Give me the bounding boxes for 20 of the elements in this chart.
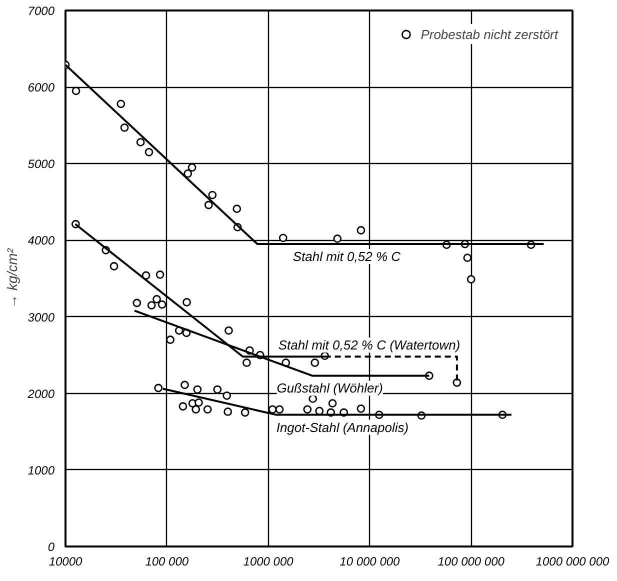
x-tick-label: 1000 000 000 [536, 554, 610, 568]
legend-label: Probestab nicht zerstört [420, 26, 558, 42]
x-tick-label: 1000 000 [243, 554, 294, 568]
x-tick-label: 10 000 000 [340, 554, 400, 568]
series-label: Stahl mit 0,52 % C [292, 249, 402, 264]
y-tick-label: 1000 [28, 463, 55, 478]
x-tick-label: 100 000 000 [438, 554, 505, 568]
y-tick-label: 4000 [28, 234, 55, 248]
y-tick-label: 5000 [28, 157, 55, 172]
x-tick-label: 10000 [48, 554, 83, 568]
y-tick-label: 2000 [26, 386, 55, 401]
y-tick-label: 7000 [28, 4, 55, 18]
y-tick-label: 0 [48, 540, 55, 554]
y-tick-label: 6000 [28, 80, 55, 95]
series-label: Ingot-Stahl (Annapolis) [276, 420, 409, 435]
y-axis-title: → kg/cm² [4, 247, 20, 308]
y-tick-label: 3000 [28, 310, 55, 324]
series-label: Gußstahl (Wöhler) [276, 380, 383, 396]
x-tick-label: 100 000 [145, 554, 189, 568]
series-label: Stahl mit 0,52 % C (Watertown) [278, 338, 460, 353]
